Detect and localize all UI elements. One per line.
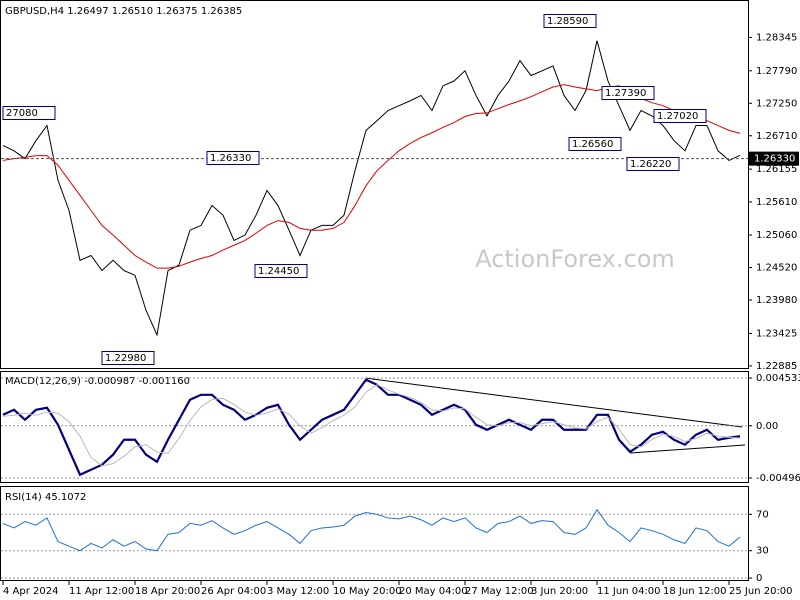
x-tick-label: 10 May 20:00 [333, 586, 402, 597]
x-tick-label: 11 Apr 12:00 [69, 586, 134, 597]
x-tick-label: 18 Apr 20:00 [135, 586, 200, 597]
rsi-panel [0, 486, 749, 581]
y-tick-label: 1.26710 [756, 131, 797, 142]
x-tick-label: 11 Jun 04:00 [597, 586, 661, 597]
series-line [2, 378, 741, 477]
series-line [2, 40, 741, 337]
y-tick-label: 0.00 [756, 421, 778, 432]
y-tick-label: -0.00496 [756, 473, 800, 484]
price-panel [0, 0, 749, 369]
y-tick-label: 1.25610 [756, 197, 797, 208]
y-tick-label: 1.25060 [756, 230, 797, 241]
annotation: 1.24450 [258, 266, 299, 277]
annotation-box [101, 351, 155, 365]
series-line [2, 508, 741, 552]
annotation-box [601, 86, 655, 100]
y-tick-label: 1.22885 [756, 361, 797, 372]
annotation-box [543, 14, 597, 28]
annotation: 1.28590 [547, 16, 588, 27]
annotation: 27080 [6, 108, 38, 119]
annotation: 1.26330 [210, 153, 251, 164]
x-tick-label: 27 May 12:00 [465, 586, 534, 597]
annotation: 1.27390 [605, 88, 646, 99]
x-tick-label: 26 Apr 04:00 [201, 586, 266, 597]
annotation-box [568, 137, 622, 151]
y-tick-label: 0 [756, 573, 762, 584]
y-tick-label: 30 [756, 546, 769, 557]
y-tick-label: 1.23980 [756, 295, 797, 306]
annotation-box [653, 109, 707, 123]
y-tick-label: 70 [756, 509, 769, 520]
x-tick-label: 25 Jun 20:00 [729, 586, 793, 597]
panel-title: RSI(14) 45.1072 [5, 492, 86, 503]
annotation-box [2, 106, 56, 120]
annotation: 1.26560 [572, 139, 613, 150]
macd-trendline [364, 377, 743, 428]
y-tick-label: 1.24520 [756, 263, 797, 274]
x-tick-label: 20 May 04:00 [399, 586, 468, 597]
annotation-box [206, 151, 260, 165]
y-tick-label: 1.23425 [756, 328, 797, 339]
annotation: 1.22980 [105, 353, 146, 364]
annotation-box [626, 157, 680, 171]
x-tick-label: 18 Jun 12:00 [663, 586, 727, 597]
y-tick-label: 1.26155 [756, 164, 797, 175]
watermark: ActionForex.com [475, 245, 675, 273]
current-price-label: 1.26330 [754, 154, 795, 165]
panel-title: MACD(12,26,9) -0.000987 -0.001160 [5, 376, 190, 387]
y-tick-label: 1.27250 [756, 98, 797, 109]
x-tick-label: 3 May 12:00 [267, 586, 329, 597]
macd-panel [0, 371, 749, 483]
y-tick-label: 1.28345 [756, 32, 797, 43]
annotation: 1.27020 [657, 111, 698, 122]
y-tick-label: 1.27790 [756, 66, 797, 77]
series-line [2, 384, 741, 467]
annotation: 1.26220 [630, 159, 671, 170]
panel-title: GBPUSD,H4 1.26497 1.26510 1.26375 1.2638… [5, 6, 242, 17]
annotation-box [254, 264, 308, 278]
x-tick-label: 4 Apr 2024 [3, 586, 58, 597]
macd-trendline [629, 444, 746, 454]
x-tick-label: 3 Jun 20:00 [531, 586, 588, 597]
y-tick-label: 0.004533 [756, 373, 800, 384]
current-price-box [749, 151, 799, 166]
